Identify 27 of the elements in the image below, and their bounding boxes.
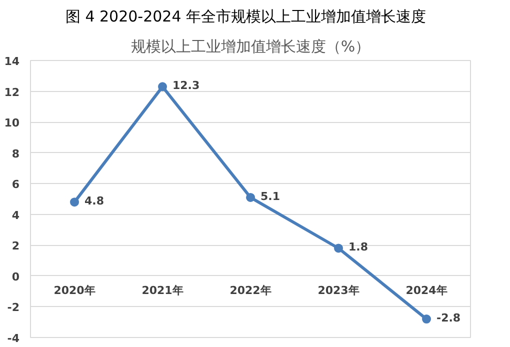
chart-title: 图 4 2020-2024 年全市规模以上工业增加值增长速度: [65, 8, 426, 26]
y-tick-label: -2: [7, 301, 20, 314]
x-tick-label: 2020年: [54, 284, 96, 297]
point: [70, 198, 79, 207]
chart-subtitle: 规模以上工业增加值增长速度（%）: [130, 38, 370, 56]
y-tick-label: 8: [12, 147, 20, 160]
y-tick-label: 4: [12, 208, 20, 222]
y-tick-label: 12: [4, 86, 20, 99]
y-tick-label: 10: [4, 116, 20, 130]
y-tick-label: 14: [4, 55, 20, 68]
point: [158, 82, 167, 92]
data-label: -2.8: [436, 312, 461, 325]
x-tick-label: 2021年: [142, 284, 184, 297]
x-tick-label: 2022年: [230, 284, 272, 297]
y-tick-label: 6: [12, 178, 20, 192]
x-tick-label: 2024年: [406, 284, 448, 297]
data-label: 5.1: [260, 190, 280, 203]
point: [246, 192, 255, 202]
point: [422, 314, 431, 324]
data-label: 1.8: [348, 240, 368, 254]
y-tick-label: -4: [7, 332, 20, 345]
x-tick-label: 2023年: [318, 284, 360, 297]
data-label: 12.3: [172, 79, 200, 92]
y-tick-label: 0: [12, 270, 20, 284]
y-tick-label: 2: [12, 240, 20, 253]
data-label: 4.8: [84, 194, 104, 208]
point: [334, 244, 343, 253]
